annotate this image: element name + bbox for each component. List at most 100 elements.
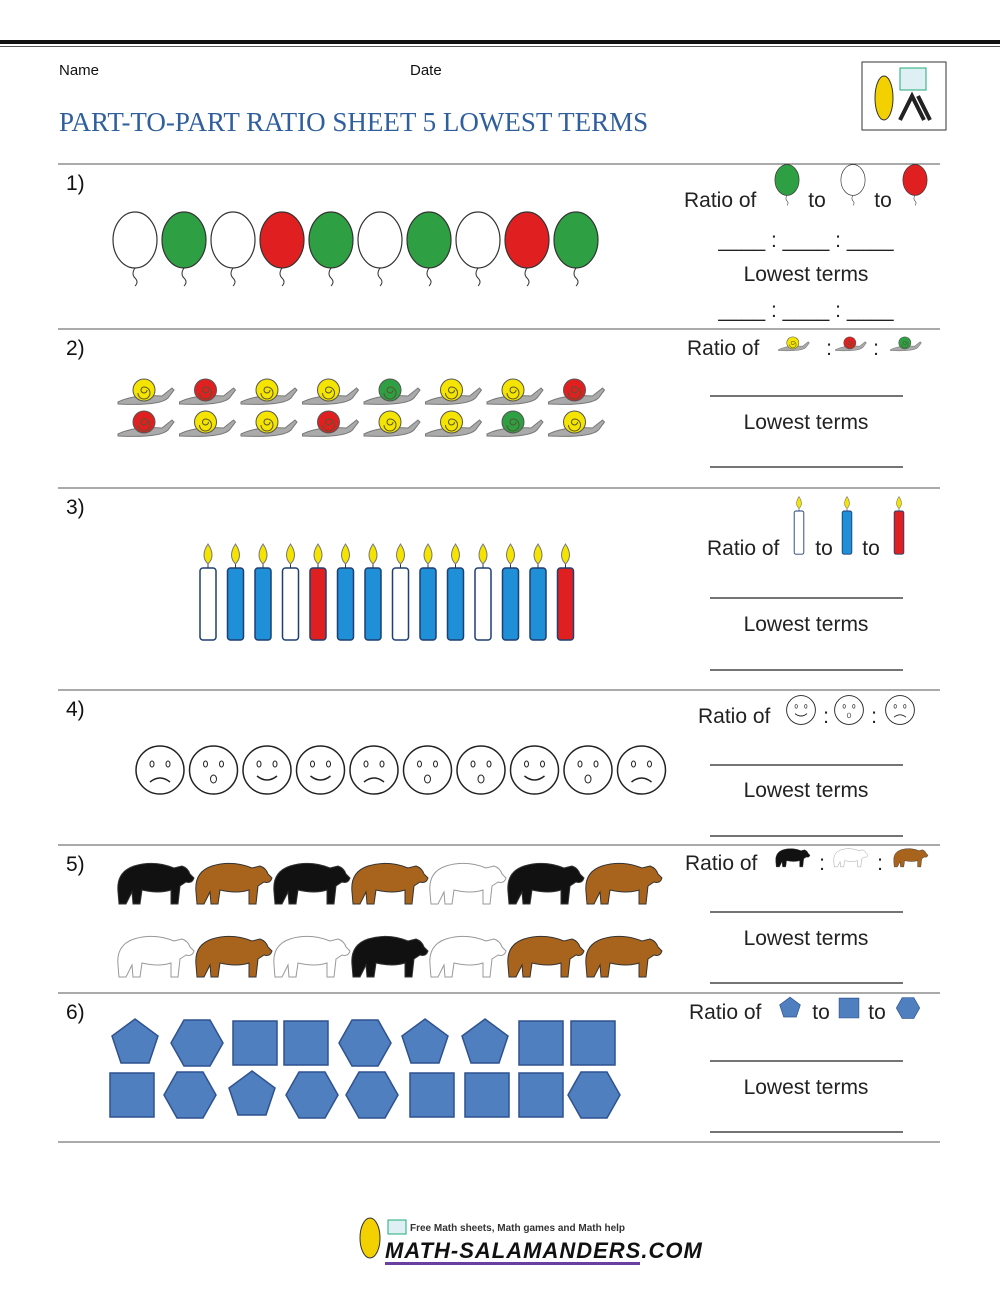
- ratio-separator: to: [808, 189, 826, 212]
- face-mouth: [424, 774, 431, 784]
- bear-icon: [585, 862, 663, 905]
- candle-icon: [501, 543, 520, 641]
- balloon-string: [279, 267, 285, 287]
- face-mouth: [210, 774, 217, 784]
- candle-icon: [364, 543, 382, 641]
- face-mouth: [149, 777, 171, 783]
- candle-body: [391, 567, 410, 641]
- face-icon: [885, 695, 915, 725]
- answer-blank: ____ : ____ : ____: [717, 229, 893, 252]
- candle-icon: [556, 543, 575, 641]
- snail-spiral: [137, 386, 151, 400]
- balloon-icon: [308, 211, 354, 287]
- snail-spiral: [137, 418, 151, 432]
- shape-icon: [345, 1071, 399, 1119]
- ratio-prompt: Ratio of: [698, 705, 771, 728]
- bear-icon: [507, 935, 585, 978]
- problem-number: 6): [66, 1001, 85, 1024]
- balloon-string: [524, 267, 530, 287]
- shape-icon: [163, 1071, 217, 1119]
- shape-icon: [567, 1071, 621, 1119]
- candle-flame: [286, 543, 295, 565]
- face-outline: [786, 695, 816, 725]
- shape-icon: [109, 1072, 155, 1118]
- face-mouth: [631, 777, 652, 783]
- face-eye: [631, 760, 636, 768]
- balloon-icon: [774, 164, 800, 206]
- bear: [117, 862, 195, 905]
- snail-shell: [786, 336, 800, 350]
- snail-spiral: [322, 386, 335, 400]
- shape: [232, 1020, 278, 1066]
- ratio-separator: to: [862, 537, 880, 560]
- ratio-prompt: Ratio of: [689, 1001, 762, 1024]
- balloon-string: [181, 267, 187, 287]
- candle-icon: [391, 543, 410, 641]
- shape: [163, 1071, 217, 1119]
- ratio-prompt: Ratio of: [684, 189, 757, 212]
- face-eye: [577, 760, 583, 768]
- lowest-terms-label: Lowest terms: [744, 1076, 869, 1099]
- candle-flame: [203, 543, 213, 565]
- bear-icon: [273, 862, 351, 905]
- top-rule-thin: [0, 46, 1000, 47]
- candle-icon: [336, 543, 355, 641]
- candle-body: [281, 567, 300, 641]
- snail-icon: [486, 378, 544, 405]
- ratio-separator: :: [826, 337, 832, 360]
- face-outline: [616, 745, 667, 795]
- snail-icon: [240, 410, 298, 437]
- balloon-body: [308, 211, 354, 269]
- snail-icon: [240, 378, 298, 405]
- ratio-separator: :: [823, 705, 829, 728]
- bear: [273, 935, 351, 978]
- face-eye: [326, 760, 331, 768]
- balloon-body: [112, 211, 158, 269]
- candle-icon: [446, 543, 465, 641]
- balloon-body: [902, 164, 928, 196]
- snail-spiral: [445, 418, 458, 432]
- balloon-string: [230, 267, 236, 287]
- shape-icon: [338, 1019, 392, 1067]
- shape-icon: [401, 1018, 449, 1064]
- shape-icon: [779, 996, 801, 1018]
- snail-icon: [302, 410, 360, 437]
- candle-flame: [368, 543, 378, 565]
- face-eye: [852, 704, 856, 709]
- snail-spiral: [568, 386, 581, 400]
- candle-icon: [474, 543, 492, 641]
- shape-icon: [170, 1019, 224, 1067]
- snail-shell: [501, 378, 525, 402]
- snail-shell: [843, 336, 857, 350]
- candle-body: [501, 567, 520, 641]
- candle-icon: [793, 496, 805, 555]
- bear-icon: [429, 862, 507, 905]
- snail-shell: [317, 378, 340, 402]
- balloon-icon: [553, 211, 599, 287]
- balloon-icon: [161, 211, 207, 287]
- snail-icon: [117, 410, 175, 437]
- face-eye: [433, 760, 438, 768]
- snail-shell: [132, 410, 156, 434]
- snail-shell: [898, 336, 912, 350]
- candle-flame: [796, 496, 802, 510]
- face-mouth: [584, 774, 592, 784]
- face-eye: [486, 760, 492, 768]
- candle-flame: [341, 543, 350, 565]
- shape: [895, 997, 921, 1019]
- lowest-terms-label: Lowest terms: [744, 411, 869, 434]
- face-eye: [903, 704, 907, 709]
- balloon-body: [840, 164, 866, 196]
- shape-icon: [838, 997, 860, 1019]
- candle-body: [474, 567, 492, 641]
- balloon-icon: [504, 211, 550, 287]
- ratio-separator: :: [819, 852, 825, 875]
- face-mouth: [893, 714, 907, 718]
- snail-icon: [778, 336, 810, 352]
- bear-icon: [117, 862, 195, 905]
- snail-icon: [486, 410, 544, 437]
- footer-site: MATH-SALAMANDERS.COM: [385, 1238, 703, 1263]
- snail-spiral: [901, 340, 909, 349]
- bear: [429, 935, 507, 978]
- bear: [893, 848, 929, 868]
